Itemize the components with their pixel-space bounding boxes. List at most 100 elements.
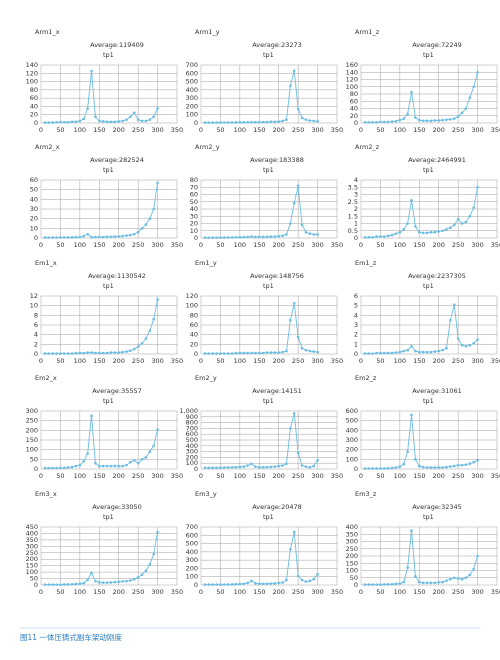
y-tick-label: 0	[34, 465, 38, 473]
x-tick-label: 200	[433, 241, 445, 249]
data-point	[97, 235, 101, 239]
data-point	[148, 118, 152, 121]
data-point	[261, 120, 265, 124]
data-point	[230, 121, 234, 124]
y-tick-label: 500	[186, 78, 198, 86]
chart-title: Em2_z	[355, 374, 377, 382]
data-point	[136, 118, 140, 121]
y-tick-label: 600	[346, 407, 358, 415]
data-point	[468, 96, 472, 99]
data-point	[383, 235, 386, 238]
data-point	[472, 460, 475, 464]
series-line	[364, 530, 479, 586]
data-point	[394, 582, 398, 586]
y-tick-label: 60	[350, 97, 358, 105]
data-point	[254, 351, 257, 355]
data-point	[97, 119, 101, 123]
data-point	[425, 466, 429, 469]
data-point	[63, 236, 66, 239]
y-tick-label: 8	[34, 311, 38, 319]
data-point	[398, 230, 402, 234]
data-point	[449, 226, 452, 230]
data-point	[429, 119, 433, 123]
y-tick-label: 500	[346, 417, 358, 425]
data-point	[468, 573, 472, 577]
data-point	[386, 120, 390, 124]
data-point	[277, 581, 281, 585]
data-point	[476, 554, 479, 558]
data-point	[441, 348, 444, 352]
chart-subtitle: Average:32345	[412, 503, 462, 511]
y-tick-label: 80	[30, 86, 38, 94]
data-point	[445, 465, 448, 469]
x-tick-label: 300	[471, 588, 483, 596]
y-tick-label: 120	[186, 292, 198, 300]
y-tick-label: 400	[346, 426, 358, 434]
series-line	[44, 415, 159, 469]
data-point	[223, 583, 226, 586]
y-tick-label: 100	[186, 111, 198, 119]
caption: 图11 一体压铸式副车架动刚度	[20, 632, 122, 642]
x-tick-label: 100	[74, 126, 86, 134]
data-point	[308, 349, 312, 353]
data-point	[129, 233, 132, 237]
series-line	[204, 303, 318, 354]
data-point	[63, 466, 66, 470]
data-point	[375, 235, 378, 238]
data-point	[417, 350, 421, 354]
chart-title: Arm1_y	[195, 28, 220, 36]
data-point	[140, 458, 144, 461]
data-point	[414, 225, 417, 228]
data-point	[223, 466, 226, 469]
y-tick-label: 800	[186, 419, 198, 427]
y-tick-label: 140	[346, 68, 358, 76]
data-point	[265, 465, 269, 469]
data-point	[203, 583, 207, 586]
data-point	[417, 580, 421, 584]
data-point	[246, 464, 249, 467]
data-point	[74, 351, 78, 355]
data-point	[429, 350, 433, 354]
y-tick-label: 3	[354, 191, 358, 199]
data-point	[379, 235, 382, 238]
x-tick-label: 200	[433, 357, 445, 365]
y-tick-label: 700	[186, 424, 198, 432]
x-tick-label: 250	[132, 357, 144, 365]
data-point	[452, 303, 456, 307]
x-tick-label: 350	[491, 357, 500, 365]
data-point	[261, 351, 265, 355]
data-point	[445, 579, 448, 582]
x-tick-label: 150	[413, 241, 425, 249]
data-point	[257, 351, 261, 355]
data-point	[90, 235, 93, 239]
data-point	[402, 580, 406, 584]
data-point	[90, 69, 93, 73]
x-tick-label: 150	[253, 588, 265, 596]
y-tick-label: 100	[186, 302, 198, 310]
data-point	[117, 464, 121, 468]
data-point	[246, 235, 249, 239]
data-point	[121, 464, 124, 468]
legend-label: tp1	[423, 51, 434, 59]
data-point	[452, 576, 456, 580]
x-tick-label: 300	[471, 357, 483, 365]
data-point	[117, 580, 121, 584]
data-point	[383, 351, 386, 355]
x-tick-label: 50	[376, 472, 384, 480]
y-tick-label: 0	[194, 581, 198, 589]
y-tick-label: 400	[186, 442, 198, 450]
data-point	[468, 214, 472, 218]
data-point	[246, 351, 249, 355]
x-tick-label: 300	[151, 588, 163, 596]
data-point	[226, 236, 230, 239]
x-tick-label: 150	[93, 241, 105, 249]
data-point	[406, 112, 409, 116]
y-tick-label: 160	[346, 61, 358, 69]
data-point	[70, 352, 74, 355]
data-point	[300, 464, 304, 467]
y-tick-label: 400	[186, 548, 198, 556]
y-tick-label: 1.5	[348, 212, 358, 220]
x-tick-label: 150	[413, 357, 425, 365]
data-point	[449, 465, 452, 468]
y-tick-label: 5	[354, 302, 358, 310]
